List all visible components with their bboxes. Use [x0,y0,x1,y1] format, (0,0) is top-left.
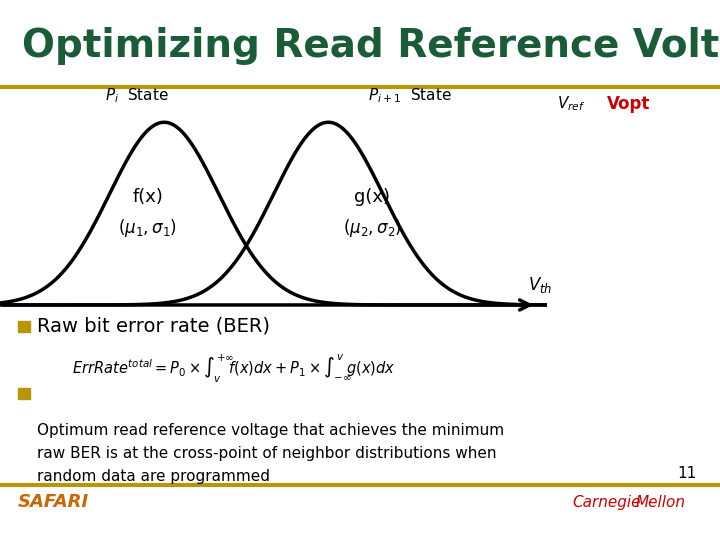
Text: $V_{th}$: $V_{th}$ [528,275,552,295]
Bar [18,388,30,399]
Text: 11: 11 [678,465,697,481]
Text: SAFARI: SAFARI [18,493,89,511]
Bar [18,321,30,332]
Text: $(\mu_2, \sigma_2)$: $(\mu_2, \sigma_2)$ [343,217,402,239]
Text: f(x): f(x) [132,188,163,206]
Text: $\mathit{ErrRate}^{total} = P_0 \times \int_{v}^{+\infty}\!\! f(x)dx + P_1 \time: $\mathit{ErrRate}^{total} = P_0 \times \… [72,352,395,384]
Text: $V_{ref}$: $V_{ref}$ [557,94,585,113]
Text: Mellon: Mellon [636,495,685,510]
Text: Carnegie: Carnegie [572,495,641,510]
Text: Optimizing Read Reference Voltage: Optimizing Read Reference Voltage [22,27,720,65]
Text: Raw bit error rate (BER): Raw bit error rate (BER) [37,317,271,336]
Text: Vopt: Vopt [608,94,651,113]
Text: $P_i$  State: $P_i$ State [105,86,168,105]
Text: $(\mu_1, \sigma_1)$: $(\mu_1, \sigma_1)$ [118,217,177,239]
Text: g(x): g(x) [354,188,390,206]
Text: $P_{i+1}$  State: $P_{i+1}$ State [369,86,452,105]
Text: Optimum read reference voltage that achieves the minimum
raw BER is at the cross: Optimum read reference voltage that achi… [37,423,505,484]
